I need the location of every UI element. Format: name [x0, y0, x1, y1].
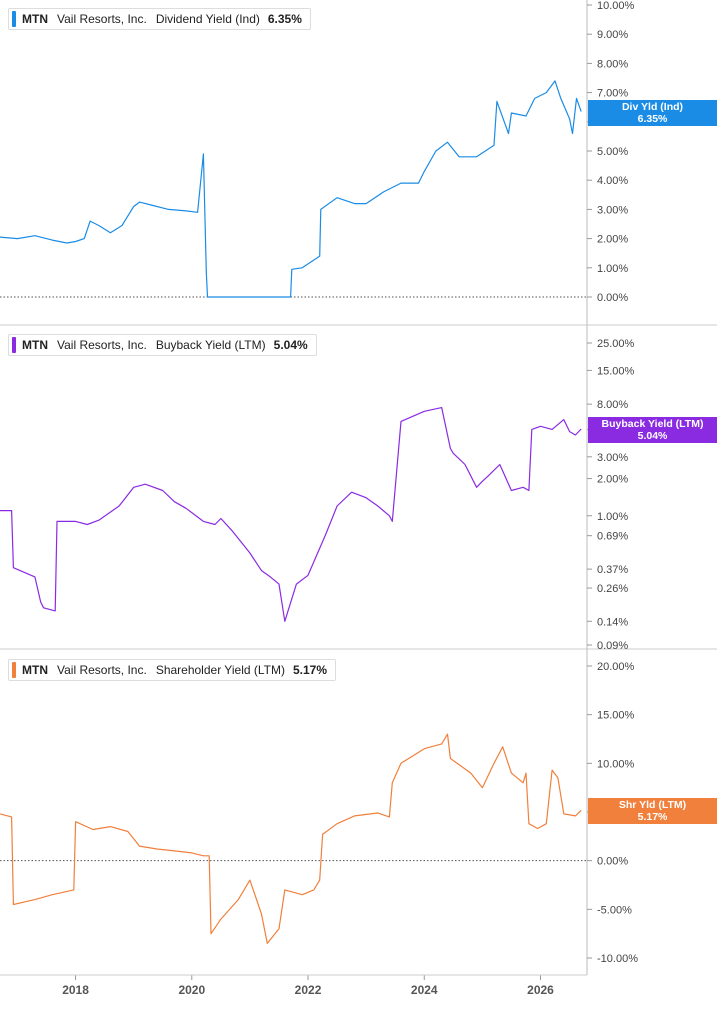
y-tick-label: -10.00%	[597, 953, 638, 965]
legend-ticker: MTN	[22, 338, 48, 352]
y-tick-label: 0.00%	[597, 856, 628, 868]
panel-3-value-badge: Shr Yld (LTM) 5.17%	[588, 798, 717, 824]
legend-current-value: 6.35%	[267, 12, 302, 26]
series-line	[0, 407, 582, 622]
legend-current-value: 5.04%	[273, 338, 308, 352]
legend-metric: Shareholder Yield (LTM)	[155, 663, 285, 677]
y-tick-label: 25.00%	[597, 338, 635, 350]
series-color-swatch	[12, 337, 16, 353]
series-color-swatch	[12, 662, 16, 678]
y-tick-label: 15.00%	[597, 710, 635, 722]
y-tick-label: 2.00%	[597, 474, 628, 486]
panel-1-legend: MTN Vail Resorts, Inc. Dividend Yield (I…	[8, 8, 311, 30]
badge-value: 5.04%	[637, 430, 668, 442]
legend-metric: Buyback Yield (LTM)	[155, 338, 266, 352]
series-line	[0, 733, 582, 945]
legend-current-value: 5.17%	[292, 663, 328, 677]
badge-label: Div Yld (Ind)	[621, 101, 684, 113]
y-tick-label: 15.00%	[597, 365, 635, 377]
y-tick-label: 20.00%	[597, 661, 635, 673]
legend-ticker: MTN	[22, 12, 48, 26]
y-tick-label: 0.14%	[597, 616, 628, 628]
legend-metric: Dividend Yield (Ind)	[155, 12, 260, 26]
y-tick-label: 0.69%	[597, 531, 628, 543]
y-tick-label: 1.00%	[597, 511, 628, 523]
y-tick-label: -5.00%	[597, 904, 632, 916]
y-tick-label: 0.26%	[597, 583, 628, 595]
legend-company: Vail Resorts, Inc.	[57, 663, 147, 677]
y-tick-label: 1.00%	[597, 263, 628, 275]
series-color-swatch	[12, 11, 16, 27]
y-tick-label: 0.37%	[597, 564, 628, 576]
x-tick-label: 2024	[411, 983, 438, 997]
y-tick-label: 10.00%	[597, 758, 635, 770]
y-tick-label: 0.00%	[597, 292, 628, 304]
badge-label: Shr Yld (LTM)	[618, 799, 687, 811]
legend-ticker: MTN	[22, 663, 48, 677]
panel-1-value-badge: Div Yld (Ind) 6.35%	[588, 100, 717, 126]
y-tick-label: 9.00%	[597, 29, 628, 41]
legend-company: Vail Resorts, Inc.	[57, 12, 147, 26]
y-tick-label: 3.00%	[597, 452, 628, 464]
x-tick-label: 2020	[178, 983, 205, 997]
y-tick-label: 10.00%	[597, 0, 635, 12]
y-tick-label: 3.00%	[597, 204, 628, 216]
badge-value: 5.17%	[637, 811, 668, 823]
legend-company: Vail Resorts, Inc.	[57, 338, 147, 352]
y-tick-label: 5.00%	[597, 146, 628, 158]
badge-label: Buyback Yield (LTM)	[601, 418, 704, 430]
y-tick-label: 2.00%	[597, 234, 628, 246]
badge-value: 6.35%	[637, 113, 668, 125]
x-tick-label: 2026	[527, 983, 554, 997]
panel-2-value-badge: Buyback Yield (LTM) 5.04%	[588, 417, 717, 443]
panel-3-legend: MTN Vail Resorts, Inc. Shareholder Yield…	[8, 659, 337, 681]
x-tick-label: 2022	[295, 983, 322, 997]
series-line	[0, 80, 582, 298]
y-tick-label: 8.00%	[597, 399, 628, 411]
x-tick-label: 2018	[62, 983, 89, 997]
panel-2-legend: MTN Vail Resorts, Inc. Buyback Yield (LT…	[8, 334, 317, 356]
y-tick-label: 8.00%	[597, 58, 628, 70]
y-tick-label: 4.00%	[597, 175, 628, 187]
y-tick-label: 7.00%	[597, 88, 628, 100]
y-tick-label: 0.09%	[597, 640, 628, 652]
